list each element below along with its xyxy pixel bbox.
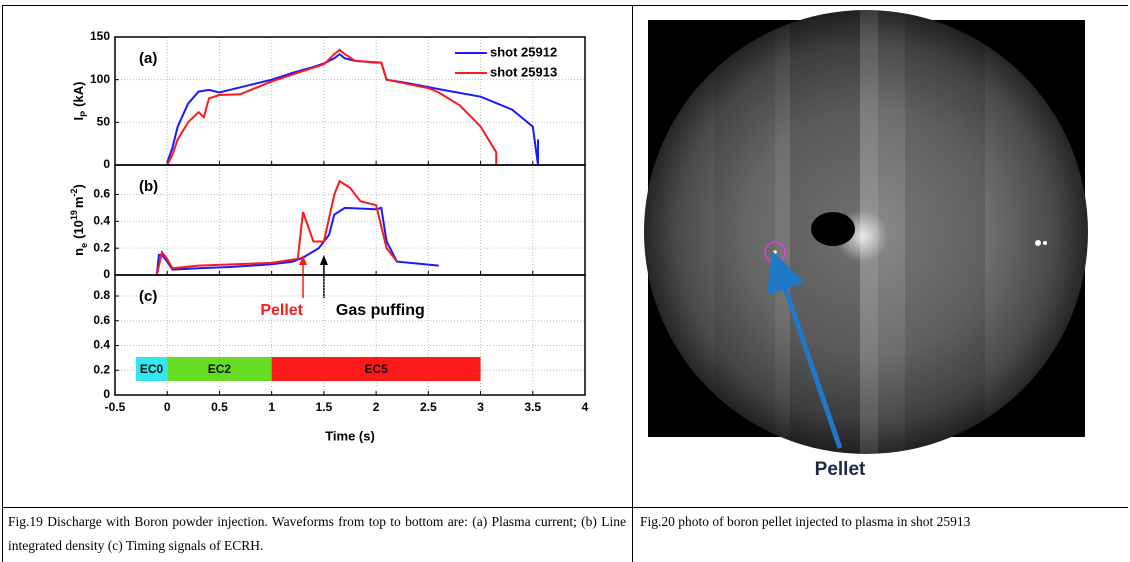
- y-tick-label: 0.6: [93, 313, 110, 327]
- x-tick-label: 2: [373, 400, 380, 414]
- table-borders: [2, 5, 1128, 562]
- y-axis-label: IP (kA): [71, 82, 89, 121]
- caption: Fig.19 Discharge with Boron powder injec…: [8, 514, 626, 553]
- pellet-arrow: [766, 251, 843, 449]
- bright-dot: [1035, 240, 1041, 246]
- pellet-dot: [773, 250, 777, 254]
- timing-label: EC0: [140, 362, 164, 376]
- y-tick-label: 0.6: [93, 187, 110, 201]
- y-tick-label: 0: [103, 267, 110, 281]
- annotation-arrowhead: [299, 255, 307, 265]
- y-tick-label: 0: [103, 387, 110, 401]
- plot-frame: [114, 274, 586, 396]
- y-tick-label: 0.4: [93, 338, 110, 352]
- y-axis-label-part: P: [79, 111, 89, 117]
- x-tick-label: 3.5: [524, 400, 541, 414]
- x-tick-label: 3: [477, 400, 484, 414]
- y-axis-label-part: I: [71, 117, 86, 121]
- x-axis-label: Time (s): [325, 428, 375, 443]
- y-tick-label: 0.2: [93, 362, 110, 376]
- y-axis-label: ne (1019m-2): [69, 184, 89, 256]
- y-axis-label-part: ): [71, 184, 86, 188]
- series-line: [166, 52, 539, 166]
- y-axis-label-part: n: [71, 248, 86, 256]
- legend-label: shot 25913: [490, 64, 557, 79]
- x-tick-label: 4: [582, 400, 589, 414]
- timing-bar: [167, 357, 272, 381]
- band: [715, 10, 775, 454]
- photo-label: Pellet: [815, 459, 866, 480]
- y-tick-label: 150: [90, 29, 110, 43]
- x-tick-label: -0.5: [105, 400, 126, 414]
- panel-label: (a): [139, 50, 157, 67]
- x-tick-label: 1.5: [316, 400, 333, 414]
- band: [905, 10, 985, 454]
- x-tick-label: 0.5: [211, 400, 228, 414]
- y-axis-label-part: m: [71, 197, 86, 209]
- series-line: [166, 48, 498, 166]
- y-tick-label: 0.8: [93, 288, 110, 302]
- dark-port: [811, 212, 855, 246]
- legend-label: shot 25912: [490, 44, 557, 59]
- annotation-label: Gas puffing: [336, 302, 425, 319]
- timing-bar: [271, 357, 481, 381]
- annotation-arrowhead: [319, 255, 328, 265]
- panel-label: (b): [139, 178, 158, 195]
- timing-label: EC5: [364, 362, 388, 376]
- caption: Fig.20 photo of boron pellet injected to…: [640, 514, 971, 529]
- panel-label: (c): [139, 288, 157, 305]
- timing-label: EC2: [208, 362, 232, 376]
- wall-bands: [715, 10, 985, 454]
- y-tick-label: 0.2: [93, 240, 110, 254]
- y-axis-label-part: 19: [69, 210, 79, 220]
- y-axis-label-part: (10: [71, 220, 86, 239]
- x-tick-label: 1: [268, 400, 275, 414]
- timing-bar: [135, 357, 168, 381]
- y-tick-label: 50: [97, 115, 111, 129]
- y-axis-label-part: -2: [69, 188, 79, 196]
- series-line: [155, 179, 398, 276]
- plasma-photo: Pellet: [644, 10, 1088, 480]
- y-axis-label-part: (kA): [71, 82, 86, 107]
- y-axis-label-part: e: [79, 243, 89, 248]
- plot-frame: [114, 164, 586, 276]
- y-tick-label: 0: [103, 157, 110, 171]
- x-tick-label: 0: [164, 400, 171, 414]
- annotation-label: Pellet: [260, 302, 303, 319]
- x-tick-label: 2.5: [420, 400, 437, 414]
- y-tick-label: 100: [90, 72, 110, 86]
- bright-dot: [1043, 241, 1047, 245]
- y-tick-label: 0.4: [93, 214, 110, 228]
